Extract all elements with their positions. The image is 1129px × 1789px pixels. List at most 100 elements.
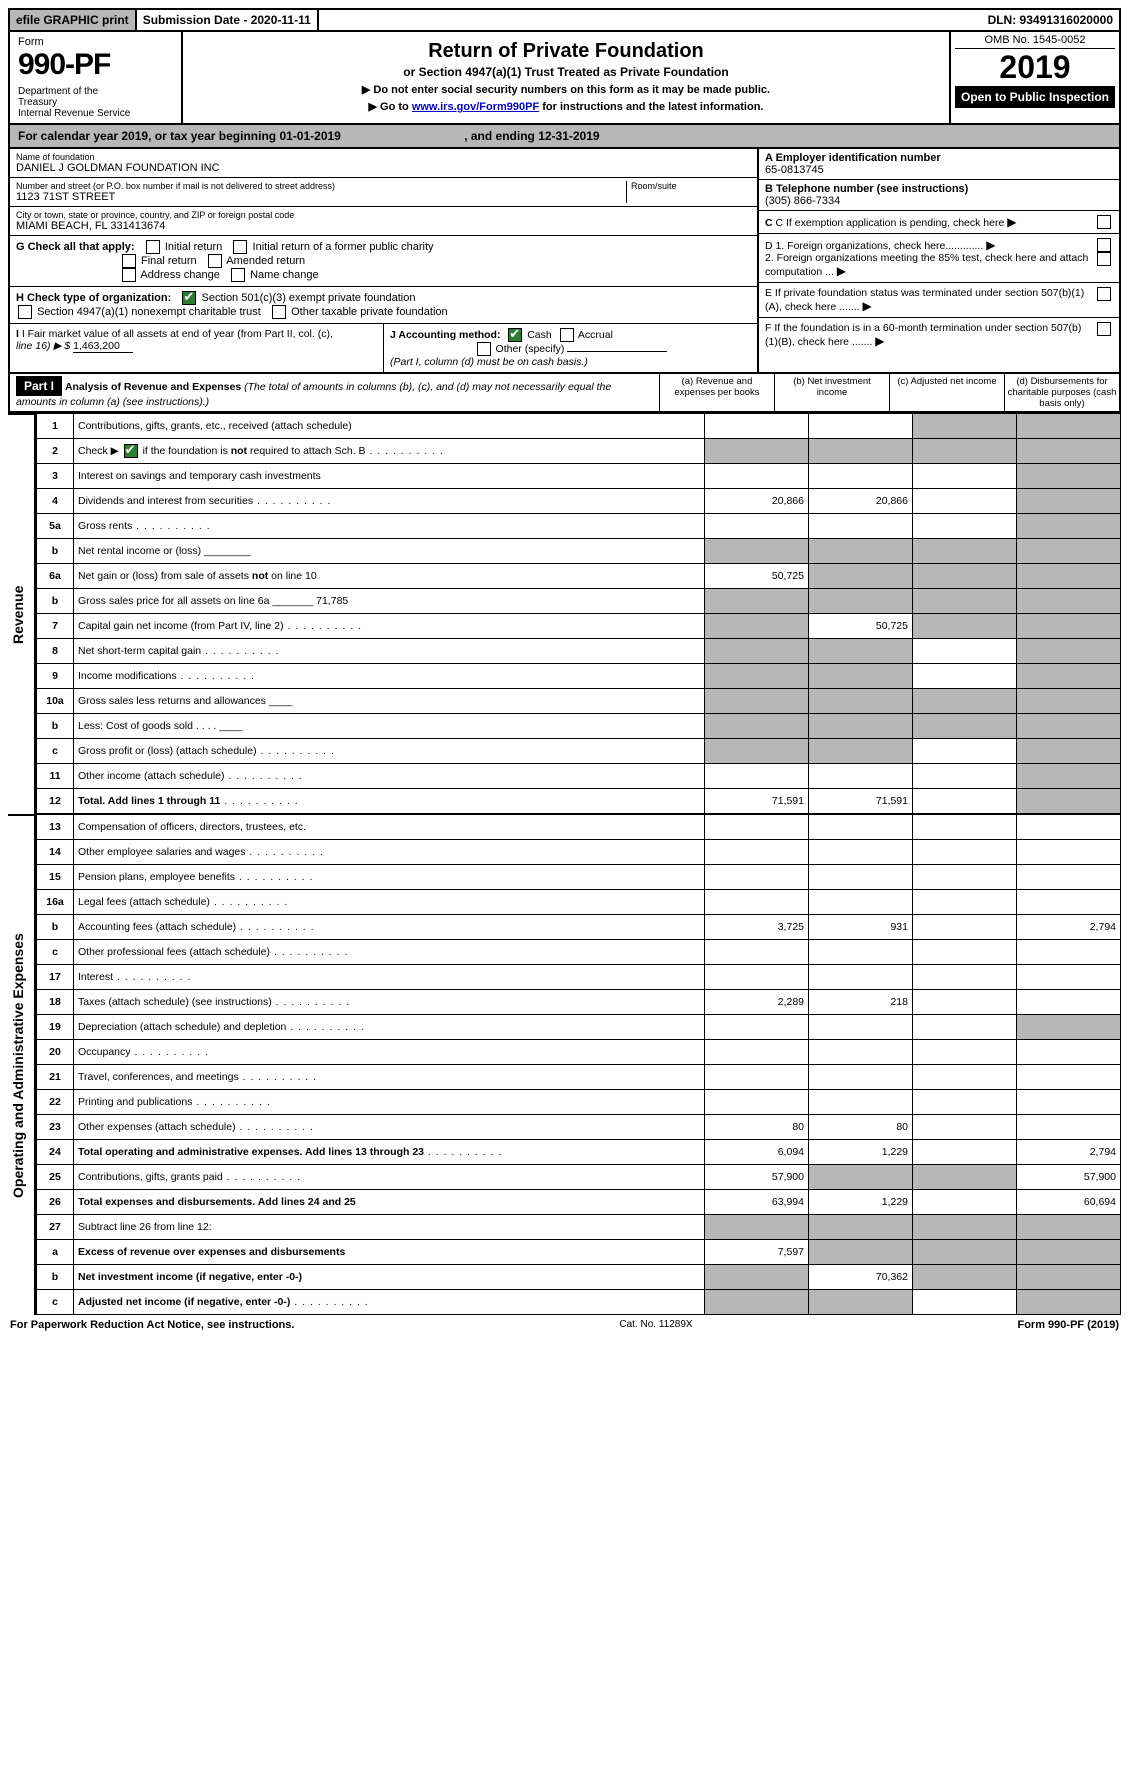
line-12-desc: Total. Add lines 1 through 11 — [74, 789, 705, 814]
address-change-cb[interactable] — [122, 268, 136, 282]
col-b-head: (b) Net investment income — [774, 374, 889, 411]
amended-cb[interactable] — [208, 254, 222, 268]
line-5a-desc: Gross rents — [74, 514, 705, 539]
col-a-head: (a) Revenue and expenses per books — [659, 374, 774, 411]
form-title: Return of Private Foundation — [193, 40, 939, 63]
form-subtitle: or Section 4947(a)(1) Trust Treated as P… — [193, 65, 939, 79]
line-c-desc: Gross profit or (loss) (attach schedule) — [74, 739, 705, 764]
omb-number: OMB No. 1545-0052 — [955, 34, 1115, 49]
efile-label[interactable]: efile GRAPHIC print — [10, 10, 137, 30]
d1-label: D 1. Foreign organizations, check here..… — [765, 240, 983, 252]
form-label: Form — [18, 36, 173, 48]
line-23-desc: Other expenses (attach schedule) — [74, 1115, 705, 1140]
line-15-desc: Pension plans, employee benefits — [74, 865, 705, 890]
other-taxable-cb[interactable] — [272, 305, 286, 319]
4947-cb[interactable] — [18, 305, 32, 319]
line-11-desc: Other income (attach schedule) — [74, 764, 705, 789]
line-18-desc: Taxes (attach schedule) (see instruction… — [74, 990, 705, 1015]
line-14-desc: Other employee salaries and wages — [74, 840, 705, 865]
submission-date: Submission Date - 2020-11-11 — [137, 10, 319, 30]
c-pending-cb[interactable] — [1097, 215, 1111, 229]
line-26-desc: Total expenses and disbursements. Add li… — [74, 1190, 705, 1215]
expenses-side-label: Operating and Administrative Expenses — [8, 814, 36, 1315]
line-7-desc: Capital gain net income (from Part IV, l… — [74, 614, 705, 639]
phone-value: (305) 866-7334 — [765, 195, 1113, 207]
line-c-desc: Adjusted net income (if negative, enter … — [74, 1290, 705, 1315]
ssn-note: ▶ Do not enter social security numbers o… — [193, 83, 939, 96]
line-b-desc: Net rental income or (loss) ________ — [74, 539, 705, 564]
street-address: 1123 71ST STREET — [16, 191, 626, 203]
dln: DLN: 93491316020000 — [982, 10, 1119, 30]
line-20-desc: Occupancy — [74, 1040, 705, 1065]
accounting-block: J Accounting method: Cash Accrual Other … — [384, 324, 757, 372]
c-label: C If exemption application is pending, c… — [776, 217, 1005, 229]
part1-title: Analysis of Revenue and Expenses — [65, 381, 241, 393]
501c3-cb[interactable] — [182, 291, 196, 305]
entity-block: Name of foundation DANIEL J GOLDMAN FOUN… — [8, 149, 1121, 374]
form-number: 990-PF — [18, 48, 173, 82]
line-b-desc: Less: Cost of goods sold . . . . ____ — [74, 714, 705, 739]
ein-value: 65-0813745 — [765, 164, 1113, 176]
line-22-desc: Printing and publications — [74, 1090, 705, 1115]
line-25-desc: Contributions, gifts, grants paid — [74, 1165, 705, 1190]
line-1-desc: Contributions, gifts, grants, etc., rece… — [74, 414, 705, 439]
irs-link[interactable]: www.irs.gov/Form990PF — [412, 101, 539, 113]
room-label: Room/suite — [631, 181, 751, 191]
final-return-cb[interactable] — [122, 254, 136, 268]
accrual-cb[interactable] — [560, 328, 574, 342]
foundation-name: DANIEL J GOLDMAN FOUNDATION INC — [16, 162, 751, 174]
line-21-desc: Travel, conferences, and meetings — [74, 1065, 705, 1090]
footer-right: Form 990-PF (2019) — [1017, 1319, 1119, 1331]
line-13-desc: Compensation of officers, directors, tru… — [74, 815, 705, 840]
e-label: E If private foundation status was termi… — [765, 287, 1084, 313]
form-header: Form 990-PF Department of theTreasuryInt… — [8, 32, 1121, 125]
d2-cb[interactable] — [1097, 252, 1111, 266]
footer-left: For Paperwork Reduction Act Notice, see … — [10, 1319, 294, 1331]
footer-mid: Cat. No. 11289X — [619, 1319, 692, 1331]
phone-label: B Telephone number (see instructions) — [765, 183, 1113, 195]
line-b-desc: Gross sales price for all assets on line… — [74, 589, 705, 614]
line-a-desc: Excess of revenue over expenses and disb… — [74, 1240, 705, 1265]
dept-label: Department of theTreasuryInternal Revenu… — [18, 86, 173, 119]
expenses-table: 13Compensation of officers, directors, t… — [36, 814, 1121, 1315]
line-b-desc: Net investment income (if negative, ente… — [74, 1265, 705, 1290]
fmv-block: I I Fair market value of all assets at e… — [10, 324, 384, 372]
e-cb[interactable] — [1097, 287, 1111, 301]
addr-label: Number and street (or P.O. box number if… — [16, 181, 626, 191]
other-acct-cb[interactable] — [477, 342, 491, 356]
d2-label: 2. Foreign organizations meeting the 85%… — [765, 252, 1088, 278]
city-state-zip: MIAMI BEACH, FL 331413674 — [16, 220, 751, 232]
line-24-desc: Total operating and administrative expen… — [74, 1140, 705, 1165]
name-change-cb[interactable] — [231, 268, 245, 282]
line-2-desc: Check ▶ if the foundation is not require… — [74, 439, 705, 464]
open-public: Open to Public Inspection — [955, 86, 1115, 108]
h-check-row: H Check type of organization: Section 50… — [10, 287, 757, 324]
initial-former-cb[interactable] — [233, 240, 247, 254]
ein-label: A Employer identification number — [765, 152, 1113, 164]
city-label: City or town, state or province, country… — [16, 210, 751, 220]
footer: For Paperwork Reduction Act Notice, see … — [8, 1315, 1121, 1335]
revenue-table: 1Contributions, gifts, grants, etc., rec… — [36, 413, 1121, 814]
line-27-desc: Subtract line 26 from line 12: — [74, 1215, 705, 1240]
tax-year: 2019 — [955, 49, 1115, 86]
line-b-desc: Accounting fees (attach schedule) — [74, 915, 705, 940]
name-label: Name of foundation — [16, 152, 751, 162]
line-16a-desc: Legal fees (attach schedule) — [74, 890, 705, 915]
line-c-desc: Other professional fees (attach schedule… — [74, 940, 705, 965]
line-3-desc: Interest on savings and temporary cash i… — [74, 464, 705, 489]
revenue-side-label: Revenue — [8, 413, 36, 814]
line-17-desc: Interest — [74, 965, 705, 990]
cash-cb[interactable] — [508, 328, 522, 342]
d1-cb[interactable] — [1097, 238, 1111, 252]
g-check-row: G Check all that apply: Initial return I… — [10, 236, 757, 287]
top-bar: efile GRAPHIC print Submission Date - 20… — [8, 8, 1121, 32]
line-4-desc: Dividends and interest from securities — [74, 489, 705, 514]
line-10a-desc: Gross sales less returns and allowances … — [74, 689, 705, 714]
part1-header-row: Part I Analysis of Revenue and Expenses … — [8, 374, 1121, 413]
part1-label: Part I — [16, 376, 62, 396]
line-8-desc: Net short-term capital gain — [74, 639, 705, 664]
f-cb[interactable] — [1097, 322, 1111, 336]
line-9-desc: Income modifications — [74, 664, 705, 689]
initial-return-cb[interactable] — [146, 240, 160, 254]
goto-note: ▶ Go to www.irs.gov/Form990PF for instru… — [193, 100, 939, 113]
